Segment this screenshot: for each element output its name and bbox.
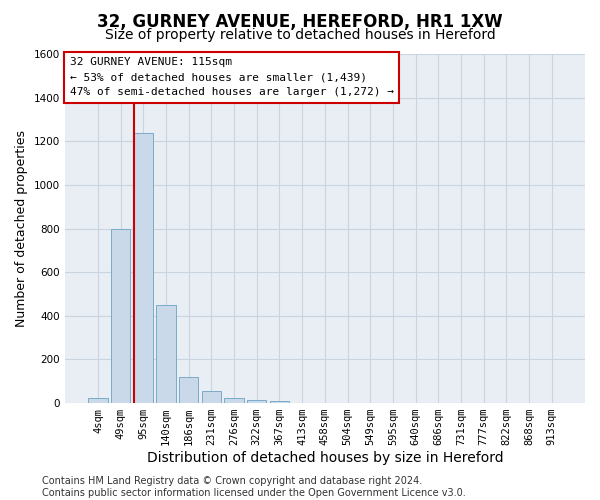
Text: 32 GURNEY AVENUE: 115sqm
← 53% of detached houses are smaller (1,439)
47% of sem: 32 GURNEY AVENUE: 115sqm ← 53% of detach…	[70, 58, 394, 97]
Bar	[157, 305, 176, 403]
Bar	[270, 401, 289, 403]
Y-axis label: Number of detached properties: Number of detached properties	[15, 130, 28, 327]
Bar	[224, 398, 244, 403]
Bar	[134, 132, 153, 403]
Text: Size of property relative to detached houses in Hereford: Size of property relative to detached ho…	[104, 28, 496, 42]
Bar	[88, 398, 107, 403]
Bar	[202, 391, 221, 403]
Text: Contains HM Land Registry data © Crown copyright and database right 2024.
Contai: Contains HM Land Registry data © Crown c…	[42, 476, 466, 498]
X-axis label: Distribution of detached houses by size in Hereford: Distribution of detached houses by size …	[146, 451, 503, 465]
Text: 32, GURNEY AVENUE, HEREFORD, HR1 1XW: 32, GURNEY AVENUE, HEREFORD, HR1 1XW	[97, 12, 503, 30]
Bar	[247, 400, 266, 403]
Bar	[179, 377, 199, 403]
Bar	[111, 228, 130, 403]
